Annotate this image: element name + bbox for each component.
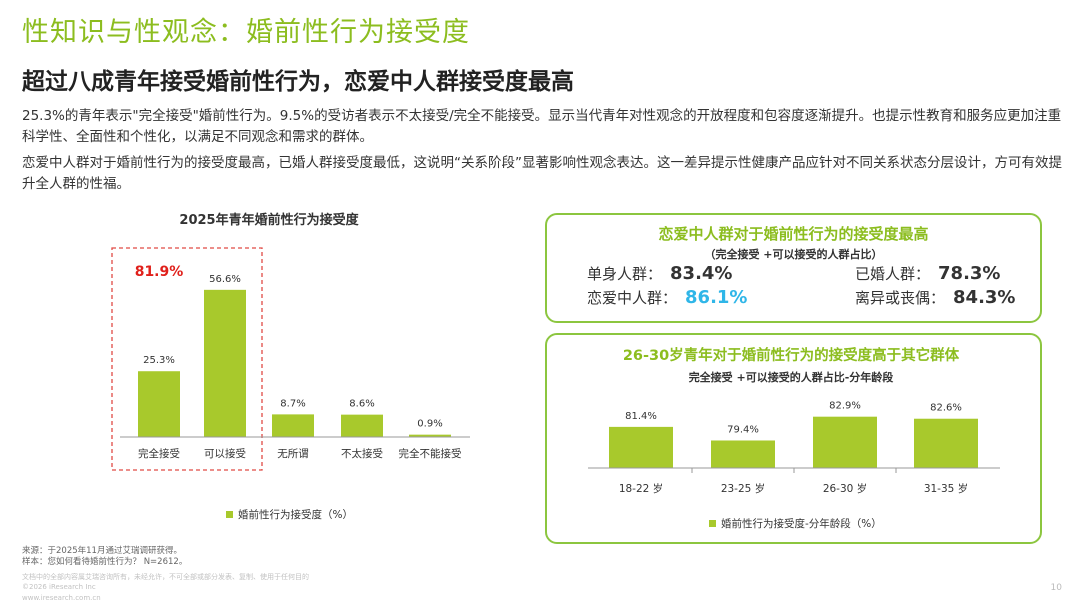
acceptance-bar-chart: 2025年青年婚前性行为接受度 81.9% 25.3% 完全接受 56.6% 可以接受 8.…	[111, 212, 470, 521]
relationship-box-subtitle: （完全接受 +可以接受的人群占比）	[704, 248, 883, 261]
stat-dating-label: 恋爱中人群：	[587, 289, 678, 307]
stat-dating: 恋爱中人群： 86.1%	[587, 287, 747, 308]
bar-value-label-2: 56.6%	[209, 274, 241, 285]
chart-title: 2025年青年婚前性行为接受度	[179, 212, 359, 228]
page-number: 10	[1050, 583, 1062, 593]
stat-divorced-widowed: 离异或丧偶： 84.3%	[855, 287, 1015, 308]
footer-website: www.iresearch.com.cn	[22, 594, 101, 602]
page-subtitle: 超过八成青年接受婚前性行为，恋爱中人群接受度最高	[22, 69, 574, 95]
footer-source: 来源：于2025年11月通过艾瑞调研获得。	[22, 546, 182, 556]
bar-value-label-5: 0.9%	[417, 419, 442, 430]
group-total-label: 81.9%	[135, 264, 184, 280]
stat-single: 单身人群： 83.4%	[587, 263, 732, 284]
category-label-2: 可以接受	[204, 447, 246, 460]
stat-divorced-label: 离异或丧偶：	[855, 289, 946, 307]
bar-3	[272, 414, 314, 437]
legend-swatch	[226, 511, 233, 518]
category-label-3: 无所谓	[277, 448, 309, 460]
category-label-1: 完全接受	[138, 447, 180, 460]
bar-value-label-1: 25.3%	[143, 355, 175, 366]
bar-1	[138, 371, 180, 437]
stat-married-value: 78.3%	[938, 263, 1001, 284]
bar-value-label-3: 8.7%	[280, 398, 305, 409]
bar-5	[409, 434, 451, 437]
category-label-5: 完全不能接受	[399, 447, 462, 460]
category-label-4: 不太接受	[341, 447, 383, 460]
footer-copyright: ©2026 iResearch Inc	[22, 583, 96, 591]
stat-married: 已婚人群： 78.3%	[855, 263, 1000, 284]
stat-single-value: 83.4%	[670, 263, 733, 284]
summary-paragraph-1: 25.3%的青年表示"完全接受"婚前性行为。9.5%的受访者表示不太接受/完全不…	[22, 108, 1062, 145]
bar-value-label-4: 8.6%	[349, 399, 374, 410]
legend-label: 婚前性行为接受度（%）	[238, 508, 353, 521]
highlight-dashed-box	[111, 247, 263, 471]
bar-4	[341, 414, 383, 437]
stat-single-label: 单身人群：	[587, 265, 663, 283]
age-group-box	[545, 333, 1042, 544]
summary-paragraph-2: 恋爱中人群对于婚前性行为的接受度最高，已婚人群接受度最低，这说明“关系阶段”显著…	[22, 155, 1062, 192]
footer-copyright-notice: 文档中的全部内容属艾瑞咨询所有，未经允许，不可全部或部分发表、复制、使用于任何目…	[22, 573, 309, 581]
stat-dating-value: 86.1%	[685, 287, 748, 308]
stat-divorced-value: 84.3%	[953, 287, 1016, 308]
bar-2	[204, 289, 246, 437]
footer-sample: 样本：您如何看待婚前性行为？ N=2612。	[22, 557, 188, 567]
stat-married-label: 已婚人群：	[855, 265, 931, 283]
page-title: 性知识与性观念：婚前性行为接受度	[22, 17, 470, 48]
relationship-box-title: 恋爱中人群对于婚前性行为的接受度最高	[658, 225, 929, 243]
relationship-status-box: 恋爱中人群对于婚前性行为的接受度最高 （完全接受 +可以接受的人群占比） 单身人…	[545, 213, 1042, 323]
